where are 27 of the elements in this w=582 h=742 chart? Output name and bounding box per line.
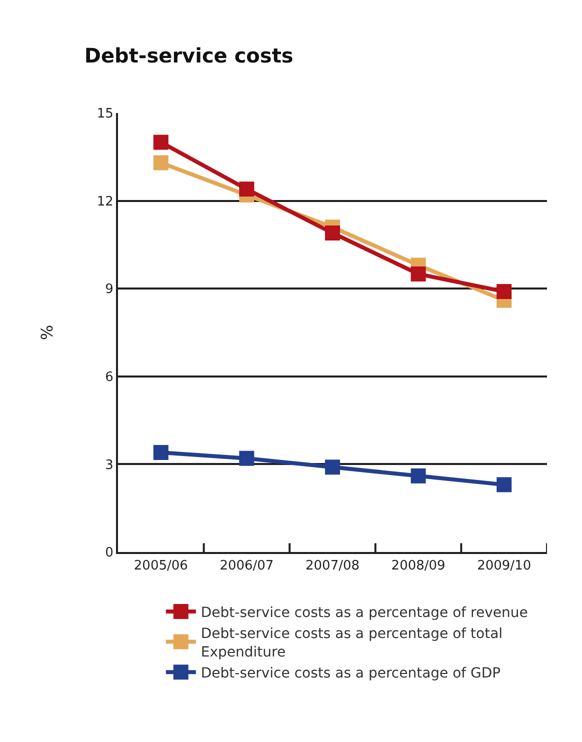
point [239,182,254,197]
y-tick-label: 12 [96,194,114,210]
point [496,284,512,300]
point [410,468,426,484]
y-tick-label: 9 [105,282,114,298]
point [153,134,168,150]
y-axis-title: % [37,324,56,340]
legend-label: Debt-service costs as a percentage of GDP [200,666,501,682]
point [325,460,340,475]
x-tick-label: 2009/10 [477,558,532,574]
point [496,477,512,492]
x-tick-label: 2007/08 [305,558,360,574]
y-tick-label: 15 [96,106,114,122]
y-tick-label: 0 [105,546,114,561]
point [239,450,254,466]
y-tick-label: 6 [105,370,114,385]
y-tick-label: 3 [105,458,114,473]
x-tick-label: 2005/06 [134,558,188,574]
point [325,225,340,240]
legend-label: Debt-service costs as a percentage of revenue [200,604,528,621]
point [153,155,168,170]
chart-title: Debt-service costs [84,44,294,68]
x-tick-label: 2006/07 [220,558,274,574]
point [153,444,168,460]
legend-label: Debt-service costs as a percentage of total Expenditure [200,626,503,660]
x-tick-label: 2008/09 [391,558,446,574]
point [410,266,426,282]
